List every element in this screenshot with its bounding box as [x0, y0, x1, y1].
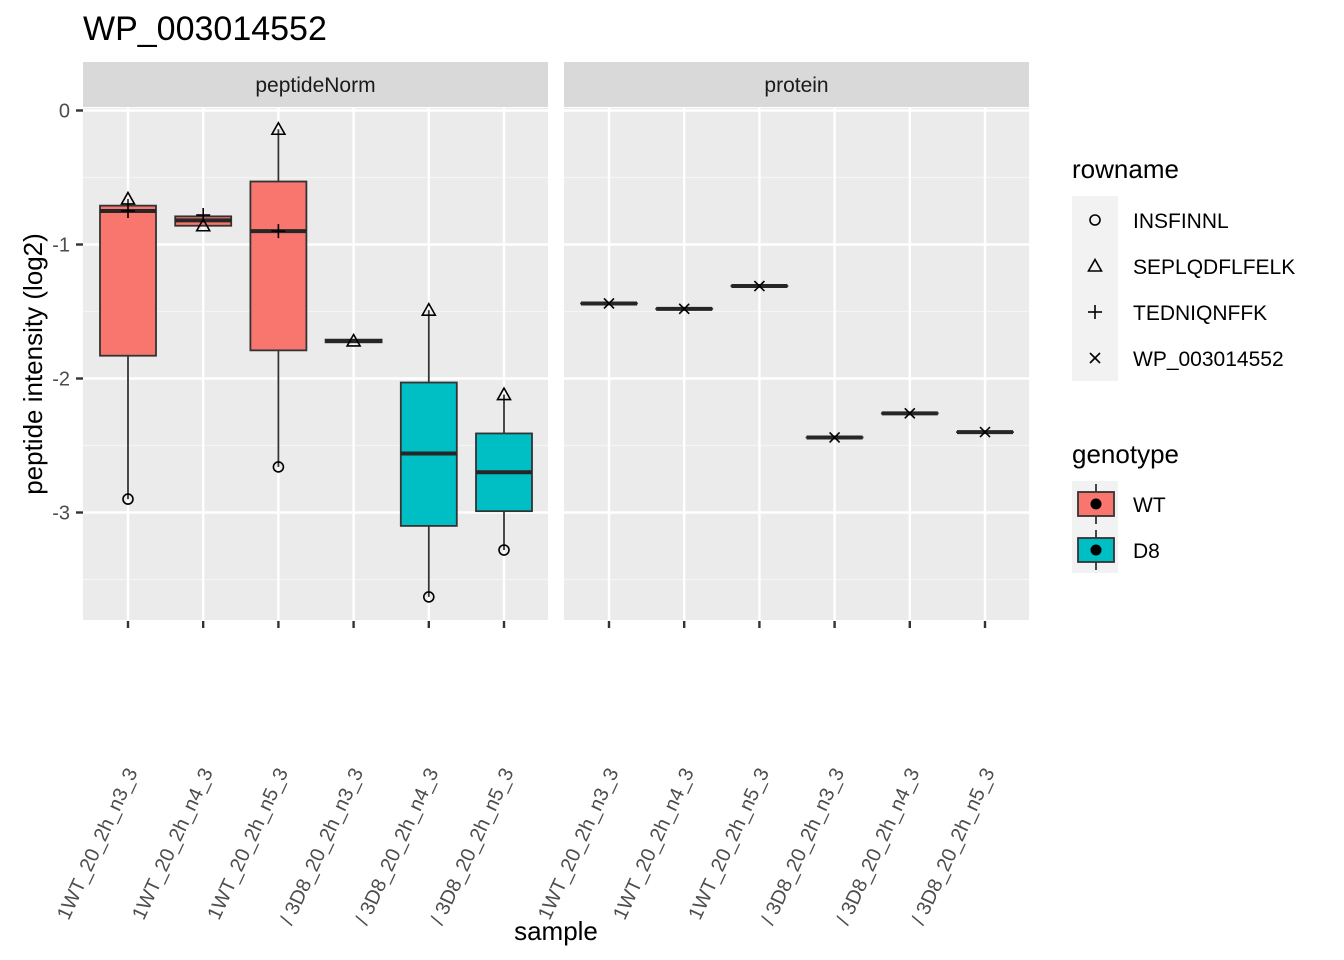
x-tick-label: / 3D8_20_2h_n4_3 — [832, 765, 924, 929]
chart-title: WP_003014552 — [83, 10, 327, 48]
legend-label: WT — [1133, 494, 1166, 517]
y-axis-label: peptide intensity (log2) — [18, 233, 48, 495]
legend-label: WP_003014552 — [1133, 348, 1284, 371]
facet-panel-peptideNorm: peptideNorm 1WT_20_2h_n3_31WT_20_2h_n4_31… — [53, 62, 548, 928]
box-D8-3 — [324, 338, 383, 344]
point-SEPLQDFLFELK — [270, 121, 287, 136]
facet-strip-label: peptideNorm — [255, 74, 375, 97]
box-body — [249, 180, 308, 352]
panel-background — [564, 108, 1029, 620]
x-tick-label: 1WT_20_2h_n3_3 — [534, 765, 623, 923]
facet-strip — [83, 62, 548, 107]
point-INSFINNL — [498, 544, 510, 556]
legend-key-D8 — [1077, 530, 1115, 570]
box-D8-5 — [475, 394, 533, 551]
facet-panel-protein: protein 1WT_20_2h_n3_31WT_20_2h_n4_31WT_2… — [534, 62, 1029, 928]
point-TEDNIQNFFK — [196, 208, 211, 223]
genotype-legend-title: genotype — [1072, 439, 1179, 469]
point-TEDNIQNFFK — [271, 224, 286, 239]
legend-key-background — [1072, 196, 1118, 381]
legend-key-triangle — [1087, 257, 1103, 272]
y-tick-label: -1 — [52, 235, 70, 257]
point-TEDNIQNFFK — [121, 204, 135, 218]
point-SEPLQDFLFELK — [496, 386, 512, 401]
point-WP_003014552 — [979, 426, 991, 438]
legend-key-cross — [1089, 352, 1101, 364]
x-tick-label: / 3D8_20_2h_n3_3 — [276, 765, 368, 929]
x-tick-label: / 3D8_20_2h_n3_3 — [757, 765, 849, 929]
point-SEPLQDFLFELK — [345, 332, 362, 347]
point-SEPLQDFLFELK — [420, 302, 437, 316]
rowname-legend-title: rowname — [1072, 154, 1179, 184]
box-WT-2 — [249, 129, 308, 467]
panel-background — [83, 108, 548, 620]
legend-key-WT — [1077, 484, 1115, 524]
legend-label: INSFINNL — [1133, 210, 1229, 233]
x-axis-label: sample — [514, 916, 598, 946]
facet-strip-label: protein — [764, 74, 828, 97]
genotype-legend: WT D8 — [1072, 481, 1166, 573]
x-tick-label: 1WT_20_2h_n4_3 — [128, 765, 217, 923]
box-WT-0 — [99, 198, 157, 500]
y-axis: 0 -1 -2 -3 — [52, 101, 83, 525]
legend-label: TEDNIQNFFK — [1133, 302, 1267, 325]
x-tick-label: / 3D8_20_2h_n5_3 — [908, 765, 1000, 929]
rowname-legend: INSFINNL SEPLQDFLFELK TEDNIQNFFK WP_0030145… — [1072, 196, 1295, 381]
point-WP_003014552 — [603, 297, 615, 310]
legend-label: D8 — [1133, 540, 1160, 563]
x-tick-label: 1WT_20_2h_n5_3 — [203, 765, 292, 923]
point-WP_003014552 — [904, 407, 916, 419]
y-tick-label: -3 — [52, 503, 70, 525]
y-tick-label: -2 — [52, 369, 70, 391]
legend-key-circle — [1089, 214, 1101, 226]
legend-label: SEPLQDFLFELK — [1133, 256, 1295, 279]
x-tick-label: / 3D8_20_2h_n5_3 — [427, 765, 519, 929]
point-SEPLQDFLFELK — [195, 217, 212, 232]
point-INSFINNL — [272, 461, 285, 473]
legend-key-plus — [1088, 305, 1102, 319]
x-tick-label: 1WT_20_2h_n3_3 — [53, 765, 142, 923]
box-body — [99, 204, 157, 357]
facet-strip — [564, 62, 1029, 107]
box-D8-4 — [399, 310, 458, 597]
legend-key-dot — [1090, 544, 1102, 556]
point-INSFINNL — [422, 591, 435, 603]
point-INSFINNL — [122, 493, 134, 505]
legend-key-dot — [1090, 498, 1102, 510]
x-tick-label: 1WT_20_2h_n4_3 — [609, 765, 698, 923]
point-WP_003014552 — [753, 280, 765, 292]
x-tick-label: 1WT_20_2h_n5_3 — [684, 765, 773, 923]
point-WP_003014552 — [678, 303, 690, 315]
x-tick-label: / 3D8_20_2h_n4_3 — [351, 765, 443, 929]
facet-panels: peptideNorm1WT_20_2h_n3_31WT_20_2h_n4_31… — [53, 62, 1029, 928]
point-WP_003014552 — [829, 431, 841, 444]
point-SEPLQDFLFELK — [120, 190, 136, 205]
y-tick-label: 0 — [59, 101, 70, 123]
